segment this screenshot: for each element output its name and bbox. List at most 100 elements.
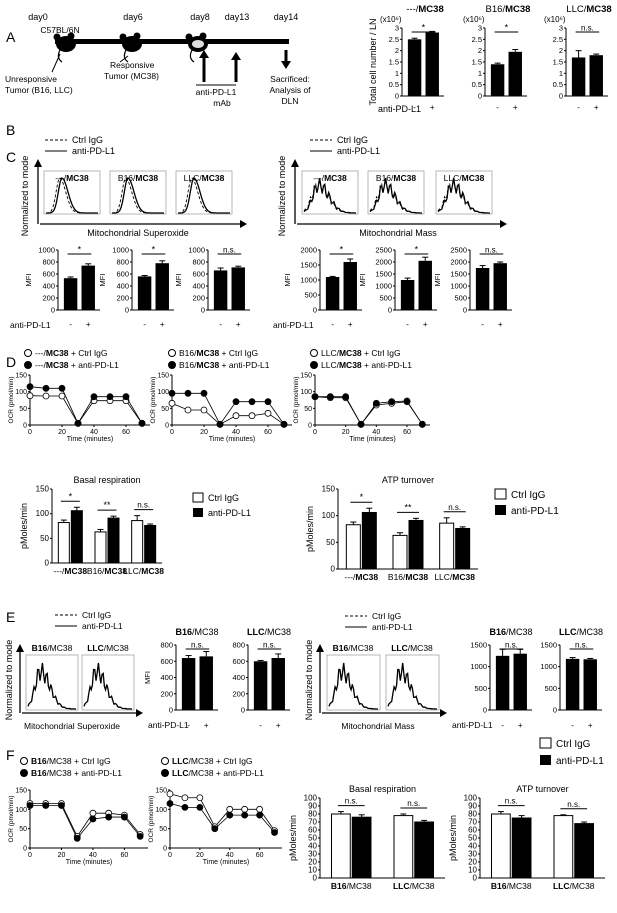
legend-label: LLC/MC38 + anti-PD-L1 bbox=[172, 768, 264, 778]
mouse-ear-icon bbox=[185, 33, 193, 41]
y-axis-label: Normalized to mode bbox=[304, 640, 314, 721]
x-tick-label: - bbox=[577, 103, 580, 112]
histogram-anti-pdl1 bbox=[437, 177, 490, 214]
y-tick-label: 50 bbox=[159, 826, 167, 833]
bar bbox=[271, 658, 285, 710]
legend-marker-anti-pdl1 bbox=[20, 769, 28, 777]
x-tick-label: 20 bbox=[200, 429, 208, 436]
y-tick-label: 200 bbox=[116, 294, 129, 303]
y-tick-label: 2500 bbox=[375, 246, 392, 255]
y-tick-label: 0 bbox=[483, 706, 487, 715]
y-tick-label: 100 bbox=[304, 794, 318, 803]
label-part: MC38 bbox=[46, 360, 69, 370]
antibody-label: anti-PD-L1 bbox=[196, 87, 237, 97]
label-part: /MC38 bbox=[409, 881, 434, 891]
y-tick-label: 3 bbox=[559, 24, 563, 33]
x-axis-label: Time (minutes) bbox=[203, 859, 249, 866]
label-part: ---/ bbox=[345, 572, 356, 582]
histogram-anti-pdl1 bbox=[328, 662, 378, 710]
legend-box-ctrl-igg bbox=[494, 488, 507, 500]
label-part: /MC38 bbox=[192, 627, 219, 637]
y-tick-label: 0 bbox=[559, 92, 563, 101]
histogram-title: ---/MC38 bbox=[313, 173, 347, 183]
label-part: MC38 bbox=[197, 348, 220, 358]
legend-label: B16/MC38 + anti-PD-L1 bbox=[179, 360, 270, 370]
x-axis-label: Mitochondrial Superoxide bbox=[87, 228, 189, 238]
histogram-title: LLC/MC38 bbox=[391, 643, 433, 653]
responsive-label: Responsive bbox=[110, 60, 155, 70]
legend-marker-ctrl-igg bbox=[310, 349, 318, 357]
label-part: + anti-PD-L1 bbox=[69, 360, 120, 370]
y-tick-label: 0.5 bbox=[472, 80, 482, 89]
x-tick-label: 20 bbox=[342, 429, 350, 436]
label-part: MC38 bbox=[104, 566, 127, 576]
label-part: MC38 bbox=[339, 360, 362, 370]
y-tick-label: 0 bbox=[241, 706, 245, 715]
y-tick-label: 50 bbox=[326, 538, 335, 547]
bar-ctrl-igg bbox=[553, 815, 574, 879]
y-tick-label: 800 bbox=[192, 258, 205, 267]
point-anti-pdl1 bbox=[42, 384, 50, 392]
arrow-head-icon bbox=[500, 220, 507, 228]
y-tick-label: 60 bbox=[468, 826, 477, 835]
legend-label: LLC/MC38 + Ctrl IgG bbox=[321, 348, 401, 358]
point-anti-pdl1 bbox=[372, 399, 380, 407]
significance-label: ** bbox=[404, 502, 412, 512]
arrow-head-icon bbox=[16, 644, 24, 652]
x-category-label: B16/MC38 bbox=[331, 881, 372, 891]
x-tick-label: + bbox=[423, 320, 428, 329]
y-tick-label: 30 bbox=[468, 850, 477, 859]
y-axis-label: Normalized to mode bbox=[20, 156, 30, 237]
arrow-head-icon bbox=[316, 644, 324, 652]
chart-title: Basal respiration bbox=[349, 784, 416, 794]
x-caption-label: anti-PD-L1 bbox=[378, 104, 421, 114]
y-tick-label: 0 bbox=[331, 565, 336, 574]
chart-title: LLC/MC38 bbox=[559, 627, 603, 637]
legend-marker-anti-pdl1 bbox=[24, 361, 32, 369]
bar bbox=[513, 653, 527, 710]
callout-line bbox=[119, 55, 129, 63]
bar bbox=[425, 32, 439, 96]
y-tick-label: 100 bbox=[322, 511, 336, 520]
y-tick-label: 80 bbox=[308, 810, 317, 819]
label-part: B16 bbox=[491, 881, 507, 891]
x-tick-label: 20 bbox=[196, 852, 204, 859]
y-tick-label: 0 bbox=[201, 306, 205, 315]
label-part: B16/ bbox=[179, 360, 197, 370]
label-part: B16 bbox=[32, 643, 48, 653]
label-part: + Ctrl IgG bbox=[362, 348, 401, 358]
bar bbox=[475, 268, 490, 310]
x-tick-label: 60 bbox=[122, 429, 130, 436]
legend-label-ctrl-igg: Ctrl IgG bbox=[72, 135, 103, 145]
bar bbox=[231, 267, 245, 310]
legend-marker-anti-pdl1 bbox=[161, 769, 169, 777]
legend-label: ---/MC38 + Ctrl IgG bbox=[35, 348, 108, 358]
mouse-icon bbox=[56, 36, 76, 52]
y-axis-label: MFI bbox=[358, 274, 367, 287]
chart-title: Basal respiration bbox=[73, 475, 140, 485]
y-tick-label: 800 bbox=[42, 258, 55, 267]
y-tick-label: 0.5 bbox=[553, 80, 563, 89]
y-tick-label: 1500 bbox=[470, 641, 487, 650]
legend-box-ctrl-igg bbox=[192, 492, 204, 503]
y-tick-label: 2.5 bbox=[553, 35, 563, 44]
bar-ctrl-igg bbox=[345, 524, 361, 570]
sacrificed-label: Sacrificed: bbox=[270, 74, 310, 84]
point-ctrl-igg bbox=[248, 412, 256, 420]
x-tick-label: + bbox=[276, 721, 281, 730]
bar-ctrl-igg bbox=[131, 520, 144, 564]
chart-title: B16/MC38 bbox=[486, 4, 531, 15]
y-tick-label: 1 bbox=[395, 69, 399, 78]
legend-marker-ctrl-igg bbox=[24, 349, 32, 357]
x-tick-label: 60 bbox=[403, 429, 411, 436]
x-tick-label: - bbox=[143, 320, 146, 329]
legend-marker-ctrl-igg bbox=[161, 757, 169, 765]
x-tick-label: + bbox=[204, 721, 209, 730]
x-category-label: B16/MC38 bbox=[491, 881, 532, 891]
point-anti-pdl1 bbox=[121, 813, 128, 821]
y-tick-label: 600 bbox=[192, 270, 205, 279]
bar bbox=[490, 64, 505, 96]
legend-label-ctrl-igg: Ctrl IgG bbox=[556, 739, 591, 750]
unresponsive-tumor-label: Tumor (B16, LLC) bbox=[5, 85, 73, 95]
x-tick-label: 0 bbox=[28, 429, 32, 436]
